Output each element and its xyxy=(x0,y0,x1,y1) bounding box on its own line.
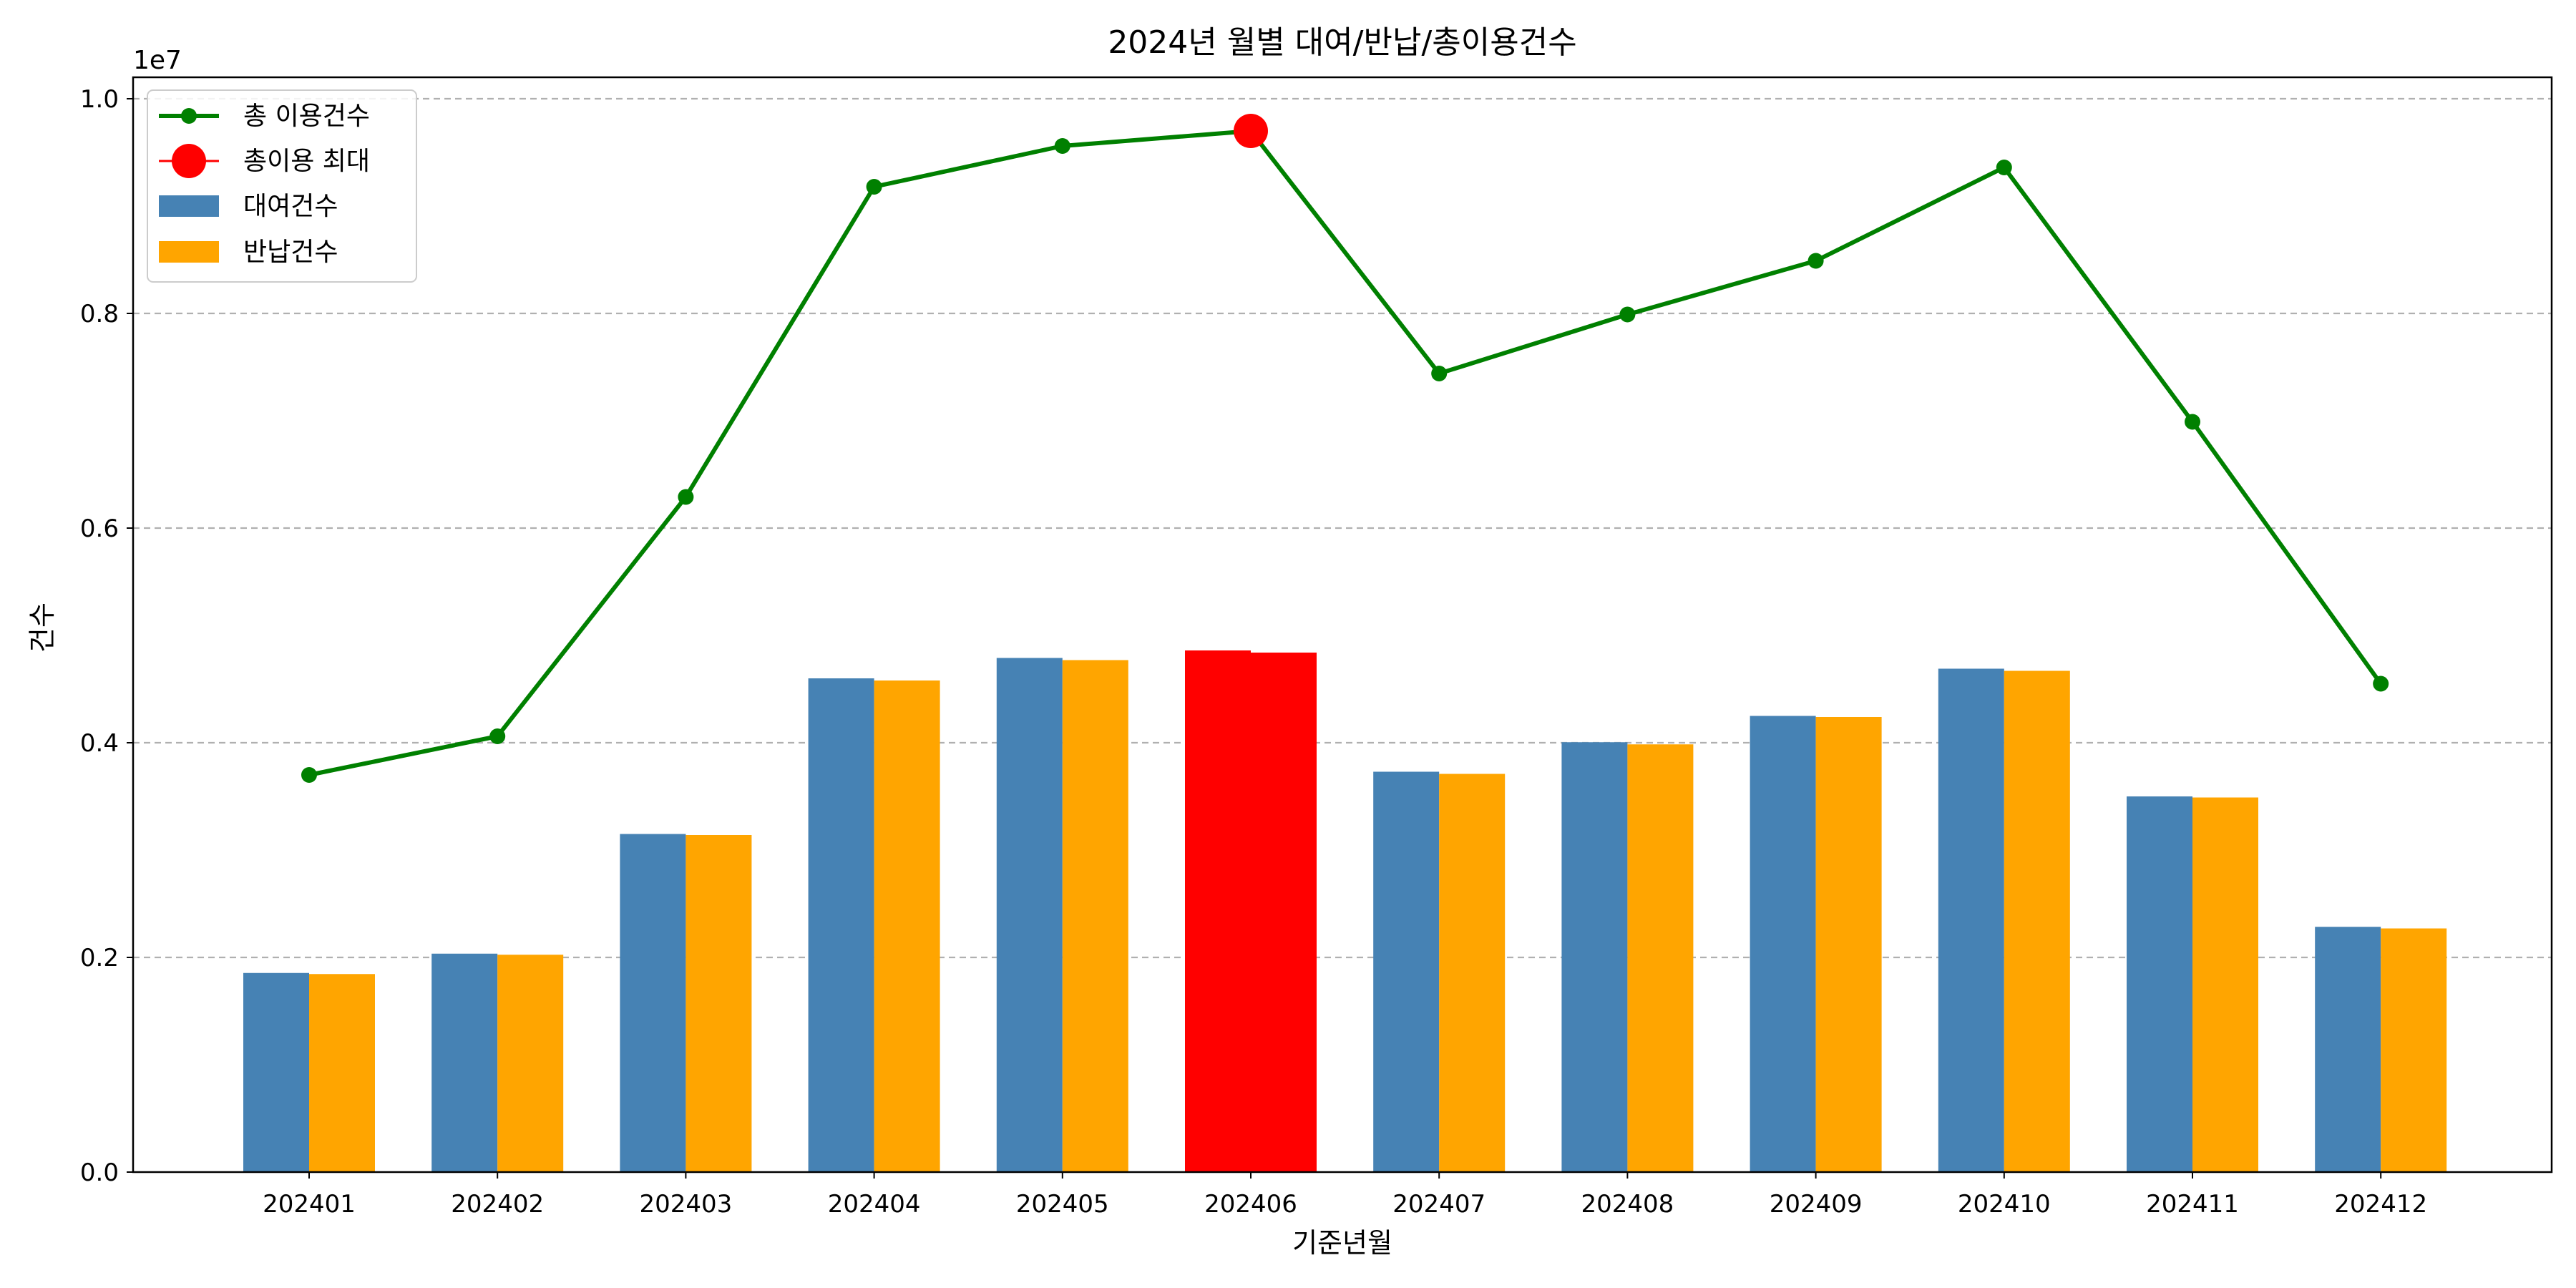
legend-box xyxy=(147,89,417,283)
bar-1-202405 xyxy=(1062,660,1128,1172)
line-layer xyxy=(301,114,2389,783)
bar-0-202406 xyxy=(1185,650,1251,1172)
bar-1-202407 xyxy=(1439,774,1506,1172)
y-axis-label: 건수 xyxy=(26,602,58,653)
y-tick-label-0: 0.0 xyxy=(80,1158,119,1187)
bar-0-202402 xyxy=(431,953,498,1172)
x-tick-label-202408: 202408 xyxy=(1581,1190,1674,1219)
bars-layer xyxy=(243,650,2447,1172)
line-point-202412 xyxy=(2373,675,2389,692)
bar-1-202411 xyxy=(2192,797,2258,1172)
legend-line-marker xyxy=(181,108,197,124)
line-point-202401 xyxy=(301,767,317,783)
y-tick-label-3: 0.6 xyxy=(80,514,119,543)
bar-0-202408 xyxy=(1561,742,1628,1172)
bar-0-202411 xyxy=(2127,796,2192,1172)
total-usage-line xyxy=(308,129,2383,777)
chart-title: 2024년 월별 대여/반납/총이용건수 xyxy=(1108,24,1576,61)
legend-bar-swatch-1 xyxy=(159,241,219,263)
x-tick-label-202409: 202409 xyxy=(1770,1190,1863,1219)
x-tick-label-202406: 202406 xyxy=(1204,1190,1297,1219)
line-point-202408 xyxy=(1619,306,1636,323)
legend-max-marker xyxy=(172,144,206,178)
x-tick-label-202411: 202411 xyxy=(2146,1190,2239,1219)
bar-0-202410 xyxy=(1938,668,2004,1172)
legend-label-bar-1: 반납건수 xyxy=(243,238,338,267)
bar-1-202412 xyxy=(2381,928,2447,1172)
bar-0-202405 xyxy=(996,658,1063,1172)
y-tick-label-5: 1.0 xyxy=(80,85,119,114)
legend-label-max: 총이용 최대 xyxy=(243,147,370,176)
x-tick-label-202405: 202405 xyxy=(1016,1190,1109,1219)
legend-label-bar-0: 대여건수 xyxy=(243,192,338,221)
x-axis-label: 기준년월 xyxy=(1292,1227,1392,1259)
x-tick-label-202412: 202412 xyxy=(2334,1190,2427,1219)
line-point-202402 xyxy=(489,728,506,744)
legend-bar-swatch-0 xyxy=(159,195,219,217)
y-tick-label-2: 0.4 xyxy=(80,729,119,758)
axes-layer xyxy=(132,76,2553,1174)
bar-1-202402 xyxy=(497,955,564,1172)
y-tick-label-4: 0.8 xyxy=(80,300,119,328)
x-tick-label-202410: 202410 xyxy=(1958,1190,2051,1219)
x-tick-label-202404: 202404 xyxy=(828,1190,921,1219)
y-tick-label-1: 0.2 xyxy=(80,944,119,972)
bar-0-202401 xyxy=(243,972,309,1172)
x-tick-label-202407: 202407 xyxy=(1392,1190,1485,1219)
bar-0-202407 xyxy=(1373,771,1440,1172)
x-tick-label-202402: 202402 xyxy=(451,1190,544,1219)
line-point-202404 xyxy=(866,179,882,195)
bar-0-202404 xyxy=(808,678,874,1172)
line-point-202409 xyxy=(1807,253,1824,269)
legend-label-total: 총 이용건수 xyxy=(243,102,370,131)
line-point-202407 xyxy=(1431,366,1448,381)
line-point-202411 xyxy=(2185,414,2200,430)
line-point-202403 xyxy=(678,489,694,505)
bar-1-202403 xyxy=(686,835,752,1172)
x-tick-label-202403: 202403 xyxy=(640,1190,733,1219)
bar-1-202409 xyxy=(1815,717,1882,1172)
y-axis-multiplier: 1e7 xyxy=(133,46,182,75)
bar-0-202412 xyxy=(2315,927,2381,1172)
bar-1-202406 xyxy=(1251,653,1317,1172)
bar-1-202410 xyxy=(2004,670,2070,1172)
max-highlight-marker xyxy=(1234,114,1268,148)
x-tick-label-202401: 202401 xyxy=(263,1190,356,1219)
bar-0-202409 xyxy=(1750,716,1816,1172)
bar-1-202404 xyxy=(874,680,940,1172)
bar-1-202408 xyxy=(1627,744,1694,1172)
plot-frame xyxy=(132,76,2553,1174)
ticks-layer: 0.0 0.2 0.4 0.6 0.8 1.0 202401 202402 202403 2024… xyxy=(80,85,2427,1219)
line-point-202405 xyxy=(1054,138,1070,154)
bar-0-202403 xyxy=(620,834,686,1172)
line-point-202410 xyxy=(1996,160,2012,175)
bar-1-202401 xyxy=(309,974,375,1172)
